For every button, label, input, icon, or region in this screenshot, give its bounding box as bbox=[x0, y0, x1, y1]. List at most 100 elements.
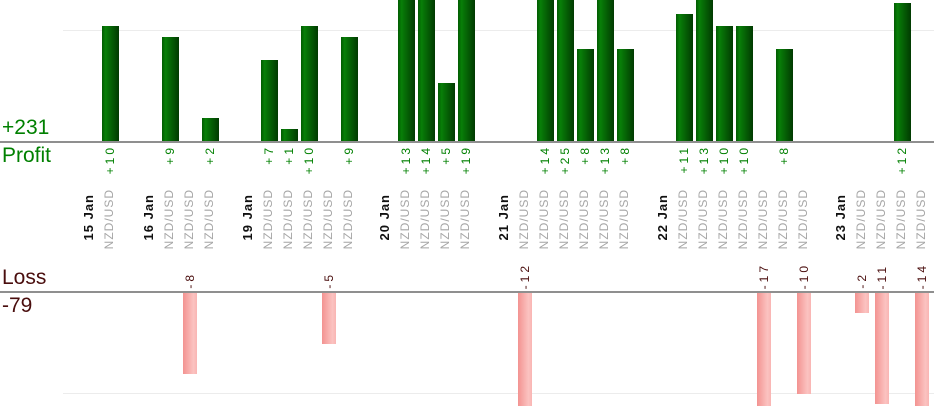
profit-value-label: +8 bbox=[777, 145, 791, 165]
profit-bar[interactable] bbox=[418, 0, 435, 141]
profit-bar[interactable] bbox=[261, 60, 278, 141]
symbol-label: NZD/USD bbox=[517, 189, 531, 250]
symbol-label: NZD/USD bbox=[557, 189, 571, 250]
symbol-label: NZD/USD bbox=[894, 189, 908, 250]
profit-bar[interactable] bbox=[776, 49, 793, 141]
loss-value-label: -8 bbox=[183, 272, 197, 289]
profit-value-label: +14 bbox=[419, 145, 433, 175]
symbol-label: NZD/USD bbox=[341, 189, 355, 250]
loss-bar[interactable] bbox=[518, 293, 532, 406]
loss-bar[interactable] bbox=[875, 293, 889, 404]
symbol-label: NZD/USD bbox=[537, 189, 551, 250]
symbol-label: NZD/USD bbox=[261, 189, 275, 250]
profit-value-label: +14 bbox=[538, 145, 552, 175]
profit-value-label: +13 bbox=[399, 145, 413, 175]
profit-bar[interactable] bbox=[537, 0, 554, 141]
profit-bar[interactable] bbox=[557, 0, 574, 141]
symbol-label: NZD/USD bbox=[577, 189, 591, 250]
profit-value-label: +25 bbox=[558, 145, 572, 175]
profit-bar[interactable] bbox=[281, 129, 298, 141]
profit-value-label: +7 bbox=[262, 145, 276, 165]
symbol-label: NZD/USD bbox=[676, 189, 690, 250]
loss-bar[interactable] bbox=[797, 293, 811, 394]
symbol-label: NZD/USD bbox=[617, 189, 631, 250]
symbol-label: NZD/USD bbox=[418, 189, 432, 250]
profit-value-label: +9 bbox=[342, 145, 356, 165]
symbol-label: NZD/USD bbox=[696, 189, 710, 250]
date-label: 20 Jan bbox=[377, 194, 392, 241]
symbol-label: NZD/USD bbox=[716, 189, 730, 250]
profit-bar[interactable] bbox=[438, 83, 455, 141]
profit-bar[interactable] bbox=[162, 37, 179, 141]
symbol-label: NZD/USD bbox=[202, 189, 216, 250]
loss-value-label: -11 bbox=[875, 263, 889, 289]
loss-axis-title: Loss bbox=[2, 266, 47, 289]
loss-bar[interactable] bbox=[915, 293, 929, 406]
profit-bar[interactable] bbox=[341, 37, 358, 141]
symbol-label: NZD/USD bbox=[597, 189, 611, 250]
symbol-label: NZD/USD bbox=[796, 189, 810, 250]
profit-baseline bbox=[0, 141, 934, 143]
profit-value-label: +5 bbox=[439, 145, 453, 165]
symbol-label: NZD/USD bbox=[301, 189, 315, 250]
loss-bar[interactable] bbox=[322, 293, 336, 344]
profit-value-label: +13 bbox=[697, 145, 711, 175]
profit-axis-title: Profit bbox=[2, 144, 52, 167]
symbol-label: NZD/USD bbox=[398, 189, 412, 250]
profit-value-label: +19 bbox=[459, 145, 473, 175]
loss-value-label: -5 bbox=[322, 272, 336, 289]
profit-value-label: +9 bbox=[163, 145, 177, 165]
symbol-label: NZD/USD bbox=[182, 189, 196, 250]
symbol-label: NZD/USD bbox=[854, 189, 868, 250]
loss-value-label: -12 bbox=[518, 262, 532, 289]
profit-bar[interactable] bbox=[458, 0, 475, 141]
date-label: 23 Jan bbox=[833, 194, 848, 241]
loss-value-label: -17 bbox=[757, 262, 771, 289]
profit-value-label: +10 bbox=[717, 145, 731, 175]
symbol-label: NZD/USD bbox=[736, 189, 750, 250]
profit-value-label: +10 bbox=[302, 145, 316, 175]
date-label: 15 Jan bbox=[81, 194, 96, 241]
loss-bar[interactable] bbox=[183, 293, 197, 374]
profit-total-label: +231 bbox=[2, 116, 50, 139]
profit-bar[interactable] bbox=[102, 26, 119, 141]
symbol-label: NZD/USD bbox=[874, 189, 888, 250]
profit-value-label: +8 bbox=[618, 145, 632, 165]
loss-total-label: -79 bbox=[2, 294, 33, 317]
profit-bar[interactable] bbox=[676, 14, 693, 141]
profit-bar[interactable] bbox=[617, 49, 634, 141]
profit-value-label: +10 bbox=[103, 145, 117, 175]
profit-bar[interactable] bbox=[577, 49, 594, 141]
loss-value-label: -2 bbox=[855, 272, 869, 289]
symbol-label: NZD/USD bbox=[756, 189, 770, 250]
loss-bar[interactable] bbox=[757, 293, 771, 406]
profit-bar[interactable] bbox=[398, 0, 415, 141]
symbol-label: NZD/USD bbox=[776, 189, 790, 250]
loss-gridline bbox=[63, 393, 934, 394]
loss-value-label: -10 bbox=[797, 262, 811, 289]
profit-value-label: +12 bbox=[895, 145, 909, 175]
profit-bar[interactable] bbox=[202, 118, 219, 141]
date-label: 19 Jan bbox=[240, 194, 255, 241]
profit-value-label: +2 bbox=[203, 145, 217, 165]
loss-value-label: -14 bbox=[915, 262, 929, 289]
profit-value-label: +11 bbox=[677, 145, 691, 174]
symbol-label: NZD/USD bbox=[102, 189, 116, 250]
symbol-label: NZD/USD bbox=[281, 189, 295, 250]
loss-baseline bbox=[0, 291, 934, 293]
symbol-label: NZD/USD bbox=[438, 189, 452, 250]
profit-gridline bbox=[63, 30, 934, 31]
profit-bar[interactable] bbox=[696, 0, 713, 141]
loss-bar[interactable] bbox=[855, 293, 869, 313]
profit-bar[interactable] bbox=[597, 0, 614, 141]
symbol-label: NZD/USD bbox=[458, 189, 472, 250]
profit-bar[interactable] bbox=[736, 26, 753, 141]
profit-bar[interactable] bbox=[894, 3, 911, 141]
profit-bar[interactable] bbox=[301, 26, 318, 141]
symbol-label: NZD/USD bbox=[321, 189, 335, 250]
symbol-label: NZD/USD bbox=[914, 189, 928, 250]
profit-value-label: +13 bbox=[598, 145, 612, 175]
profit-value-label: +1 bbox=[282, 145, 296, 165]
profit-bar[interactable] bbox=[716, 26, 733, 141]
